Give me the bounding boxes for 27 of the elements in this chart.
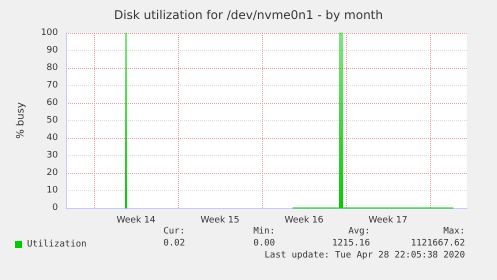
y-tick-label: 80 [46,63,58,73]
y-tick-label: 60 [46,98,58,108]
x-tick-label: Week 17 [368,216,408,226]
y-tick-label: 90 [46,46,58,56]
text: Min: [253,226,275,236]
y-tick-label: 30 [46,150,58,160]
legend-label: Utilization [27,240,87,250]
text: 1121667.62 [410,238,465,248]
text: Max: [443,226,465,236]
y-tick-label: 20 [46,168,58,178]
y-tick-label: 100 [40,28,58,38]
y-tick-label: 10 [46,186,58,196]
text: Cur: [163,226,185,236]
y-tick-label: 50 [46,116,58,126]
x-tick-label: Week 15 [200,216,240,226]
chart-title: Disk utilization for /dev/nvme0n1 - by month [114,8,383,22]
y-axis-title: % busy [16,102,26,139]
text: 1215.16 [332,238,370,248]
x-tick-label: Week 14 [116,216,156,226]
text: 0.02 [163,238,185,248]
text: Last update: Tue Apr 28 22:05:38 2020 [264,250,465,260]
y-tick-label: 70 [46,80,58,90]
y-tick-label: 40 [46,133,58,143]
y-tick-label: 0 [52,203,58,213]
text: Avg: [348,226,370,236]
text: 0.00 [253,238,275,248]
x-tick-label: Week 16 [284,216,324,226]
